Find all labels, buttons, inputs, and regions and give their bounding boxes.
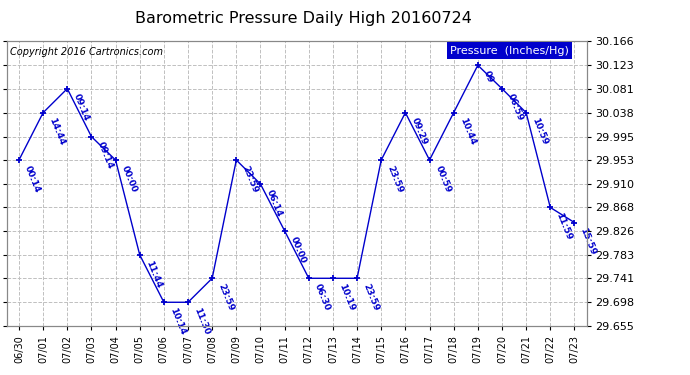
Text: 09:14: 09:14 — [96, 141, 115, 171]
Text: 10:59: 10:59 — [531, 117, 549, 147]
Text: 23:59: 23:59 — [362, 282, 380, 312]
Text: 06:14: 06:14 — [265, 188, 284, 218]
Text: 14:44: 14:44 — [48, 117, 66, 147]
Text: 06:30: 06:30 — [313, 282, 332, 312]
Text: 00:59: 00:59 — [434, 164, 453, 194]
Text: 11:44: 11:44 — [144, 259, 163, 289]
Text: 09: 09 — [482, 69, 495, 84]
Text: 11:30: 11:30 — [193, 306, 211, 336]
Text: Copyright 2016 Cartronics.com: Copyright 2016 Cartronics.com — [10, 47, 163, 57]
Text: 09:14: 09:14 — [72, 93, 90, 123]
Text: 10:19: 10:19 — [337, 282, 356, 312]
Text: 10:44: 10:44 — [458, 117, 477, 147]
Text: 06:59: 06:59 — [506, 93, 525, 123]
Text: 11:59: 11:59 — [555, 211, 573, 242]
Text: 23:59: 23:59 — [386, 164, 404, 194]
Text: 00:00: 00:00 — [289, 235, 308, 264]
Text: 23:59: 23:59 — [241, 164, 259, 194]
Text: 15:59: 15:59 — [579, 226, 598, 257]
Text: 00:00: 00:00 — [120, 164, 139, 194]
Text: 10:14: 10:14 — [168, 306, 187, 336]
Text: Pressure  (Inches/Hg): Pressure (Inches/Hg) — [451, 45, 569, 56]
Text: Barometric Pressure Daily High 20160724: Barometric Pressure Daily High 20160724 — [135, 11, 472, 26]
Text: 23:59: 23:59 — [217, 282, 235, 312]
Text: 00:14: 00:14 — [23, 164, 42, 194]
Text: 09:29: 09:29 — [410, 117, 428, 147]
